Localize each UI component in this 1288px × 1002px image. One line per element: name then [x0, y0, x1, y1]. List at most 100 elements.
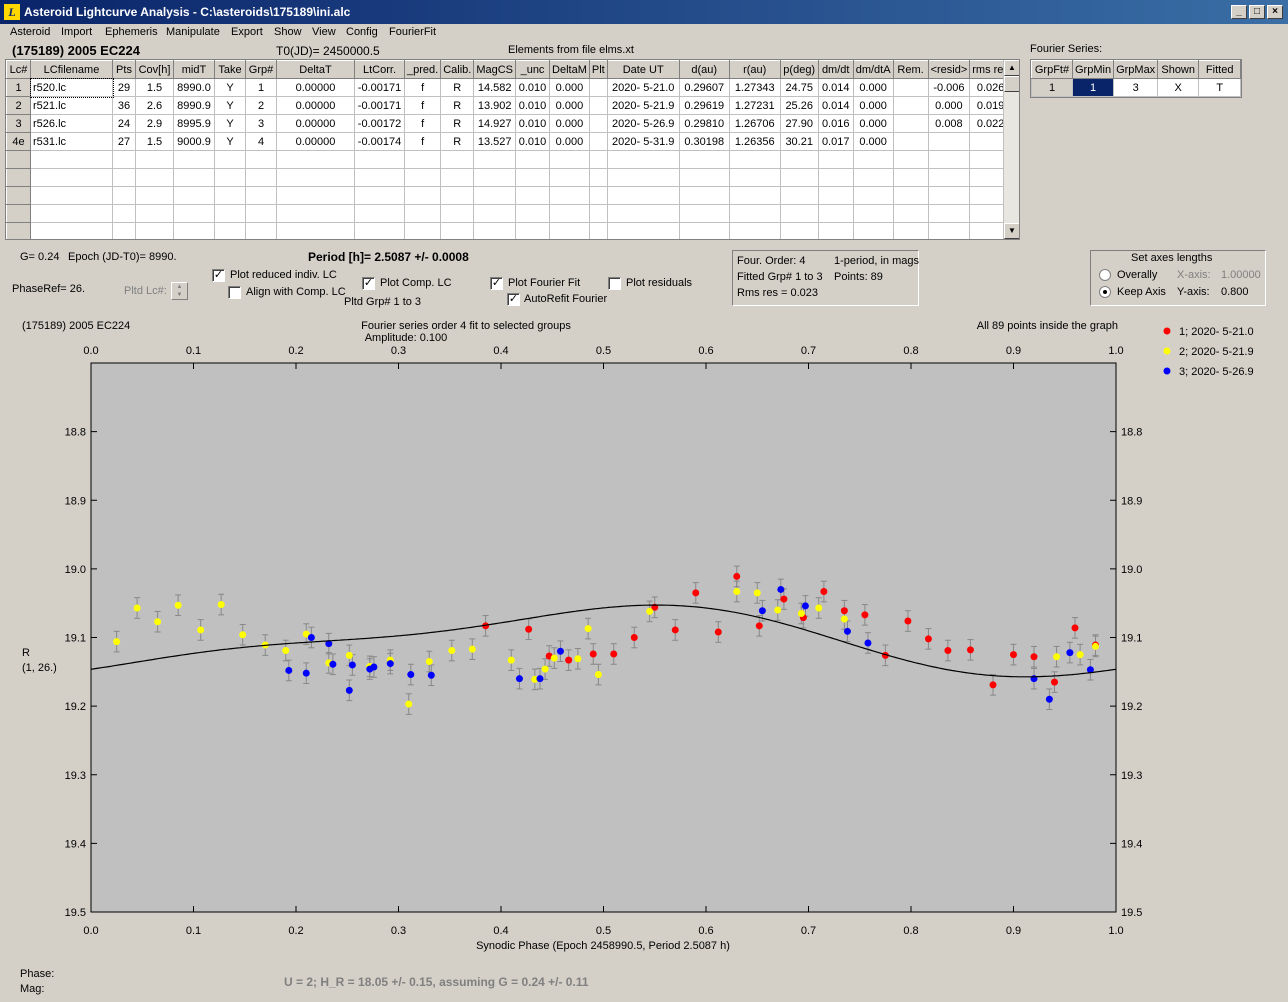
- table-cell[interactable]: [440, 222, 475, 239]
- fourier-column-header[interactable]: GrpMax: [1113, 60, 1159, 79]
- table-cell[interactable]: 0.29607: [678, 78, 730, 97]
- table-cell[interactable]: 9000.9: [173, 132, 215, 151]
- table-cell[interactable]: [678, 150, 730, 169]
- table-cell[interactable]: [440, 150, 475, 169]
- table-cell[interactable]: R: [440, 114, 475, 133]
- overally-radio[interactable]: [1099, 269, 1111, 281]
- table-cell[interactable]: [515, 186, 551, 205]
- table-cell[interactable]: -0.00174: [354, 132, 405, 151]
- column-header[interactable]: _pred.: [403, 60, 442, 79]
- table-cell[interactable]: [606, 168, 680, 187]
- table-cell[interactable]: [214, 186, 246, 205]
- fourier-column-header[interactable]: GrpMin: [1071, 60, 1115, 79]
- row-header[interactable]: [6, 204, 31, 223]
- table-cell[interactable]: [173, 168, 215, 187]
- table-cell[interactable]: 8990.0: [173, 78, 215, 97]
- table-cell[interactable]: [403, 186, 442, 205]
- table-cell[interactable]: r520.lc: [29, 77, 114, 98]
- table-cell[interactable]: [515, 150, 551, 169]
- table-cell[interactable]: 24.75: [779, 78, 819, 97]
- table-cell[interactable]: [588, 150, 608, 169]
- table-cell[interactable]: [354, 150, 405, 169]
- table-cell[interactable]: [276, 150, 355, 169]
- table-cell[interactable]: 0.000: [549, 114, 590, 133]
- table-cell[interactable]: 0.000: [549, 132, 590, 151]
- fourier-cell[interactable]: 1: [1071, 78, 1115, 97]
- table-cell[interactable]: [276, 222, 355, 239]
- table-cell[interactable]: [473, 168, 517, 187]
- table-cell[interactable]: [588, 204, 608, 223]
- keep-axis-radio[interactable]: [1099, 286, 1111, 298]
- table-cell[interactable]: Y: [214, 78, 246, 97]
- table-cell[interactable]: [214, 150, 246, 169]
- table-cell[interactable]: R: [440, 96, 475, 115]
- table-row[interactable]: 4e r531.lc 27 1.5 9000.9 Y 4 0.00000 -0.00174 f R 1…: [6, 132, 1012, 151]
- table-cell[interactable]: [403, 222, 442, 239]
- table-cell[interactable]: [112, 186, 136, 205]
- table-cell[interactable]: 0.014: [817, 96, 854, 115]
- table-cell[interactable]: [779, 222, 819, 239]
- table-cell[interactable]: [678, 222, 730, 239]
- table-cell[interactable]: 24: [112, 114, 136, 133]
- fourier-cell[interactable]: 3: [1113, 78, 1159, 97]
- table-cell[interactable]: [892, 150, 929, 169]
- table-cell[interactable]: 8990.9: [173, 96, 215, 115]
- table-cell[interactable]: [549, 150, 590, 169]
- fourier-column-header[interactable]: Fitted: [1198, 60, 1242, 79]
- table-cell[interactable]: [214, 168, 246, 187]
- table-cell[interactable]: [276, 168, 355, 187]
- table-cell[interactable]: 13.527: [473, 132, 517, 151]
- table-scrollbar[interactable]: ▲ ▼: [1003, 60, 1019, 239]
- table-cell[interactable]: 3: [245, 114, 277, 133]
- menu-view[interactable]: View: [312, 26, 336, 38]
- table-cell[interactable]: [403, 204, 442, 223]
- table-cell[interactable]: 1: [245, 78, 277, 97]
- table-cell[interactable]: [473, 186, 517, 205]
- table-cell[interactable]: [588, 222, 608, 239]
- table-cell[interactable]: [214, 222, 246, 239]
- table-cell[interactable]: 27: [112, 132, 136, 151]
- table-cell[interactable]: [30, 150, 113, 169]
- table-cell[interactable]: [892, 132, 929, 151]
- table-cell[interactable]: [276, 204, 355, 223]
- row-header[interactable]: 2: [6, 96, 31, 115]
- table-cell[interactable]: [588, 168, 608, 187]
- table-cell[interactable]: [728, 204, 781, 223]
- table-cell[interactable]: 0.30198: [678, 132, 730, 151]
- table-cell[interactable]: [354, 186, 405, 205]
- column-header[interactable]: MagCS: [473, 60, 517, 79]
- table-cell[interactable]: [473, 204, 517, 223]
- table-cell[interactable]: [927, 204, 971, 223]
- column-header[interactable]: Cov[h]: [135, 60, 174, 79]
- table-cell[interactable]: [817, 204, 854, 223]
- table-cell[interactable]: 0.00000: [276, 96, 355, 115]
- table-cell[interactable]: [549, 204, 590, 223]
- table-cell[interactable]: R: [440, 78, 475, 97]
- table-cell[interactable]: [892, 222, 929, 239]
- table-cell[interactable]: [173, 150, 215, 169]
- table-cell[interactable]: 2020- 5-21.9: [606, 96, 680, 115]
- table-cell[interactable]: f: [403, 132, 442, 151]
- table-cell[interactable]: [515, 222, 551, 239]
- table-cell[interactable]: 0.008: [927, 114, 971, 133]
- row-header[interactable]: [6, 168, 31, 187]
- scroll-thumb[interactable]: [1004, 76, 1019, 92]
- table-cell[interactable]: 0.000: [549, 78, 590, 97]
- table-cell[interactable]: f: [403, 78, 442, 97]
- table-cell[interactable]: [606, 150, 680, 169]
- empty-row[interactable]: [6, 222, 1012, 239]
- table-cell[interactable]: [112, 150, 136, 169]
- close-button[interactable]: ×: [1267, 5, 1283, 19]
- table-cell[interactable]: 0.000: [927, 96, 971, 115]
- table-cell[interactable]: 0.00000: [276, 78, 355, 97]
- table-cell[interactable]: [728, 222, 781, 239]
- column-header[interactable]: Grp#: [245, 60, 277, 79]
- table-cell[interactable]: 14.927: [473, 114, 517, 133]
- table-cell[interactable]: f: [403, 114, 442, 133]
- table-cell[interactable]: [30, 168, 113, 187]
- table-cell[interactable]: -0.00171: [354, 78, 405, 97]
- table-cell[interactable]: 0.000: [852, 114, 894, 133]
- table-cell[interactable]: [112, 168, 136, 187]
- table-cell[interactable]: [473, 150, 517, 169]
- table-cell[interactable]: [588, 132, 608, 151]
